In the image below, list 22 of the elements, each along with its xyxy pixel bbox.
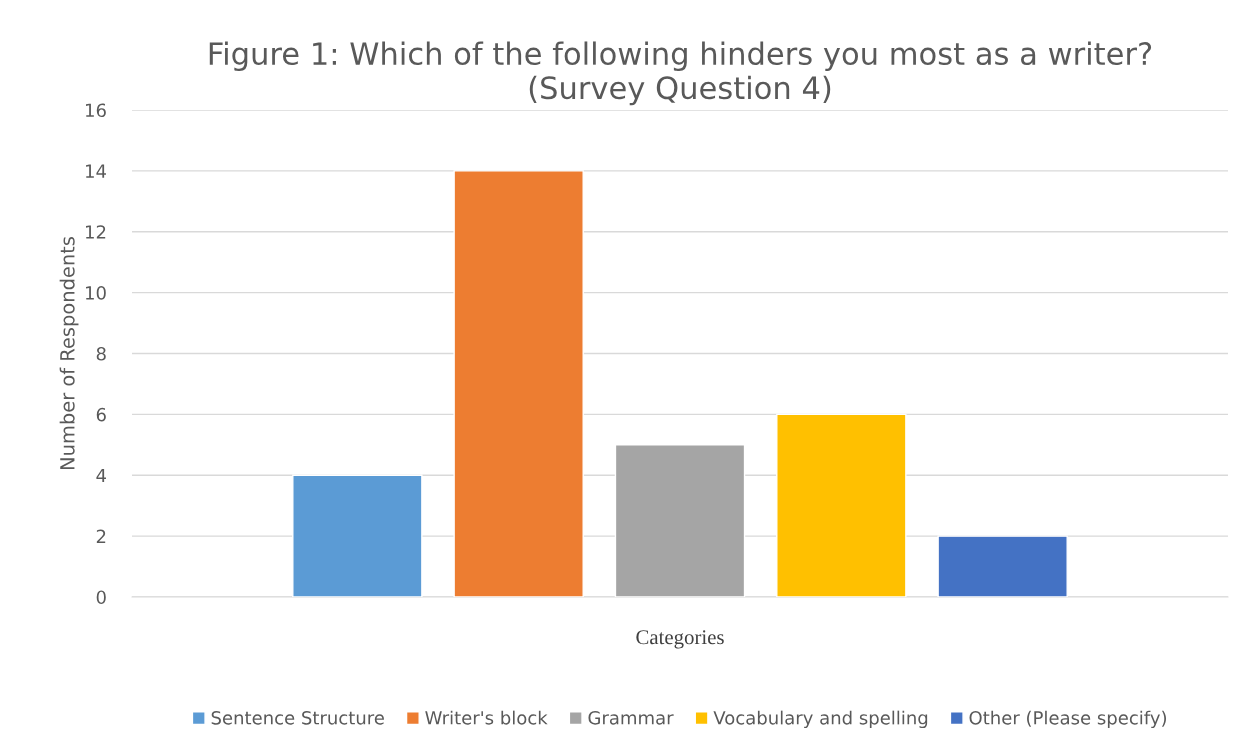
y-tick-label: 2 — [96, 529, 106, 543]
y-tick-label: 16 — [86, 103, 106, 118]
legend-label: Sentence Structure — [211, 710, 384, 725]
y-tick-label: 6 — [96, 407, 106, 422]
bar — [292, 474, 423, 597]
y-tick-label: 12 — [86, 225, 106, 239]
y-axis-title: Number of Respondents — [59, 237, 79, 470]
bar — [614, 444, 746, 597]
legend-label: Grammar — [588, 710, 674, 725]
y-tick-label: 10 — [86, 286, 106, 300]
y-tick-label: 8 — [96, 346, 106, 361]
y-tick-label: 0 — [96, 590, 106, 605]
bar — [453, 170, 584, 597]
bar — [937, 535, 1068, 597]
chart-title: Figure 1: Which of the following hinders you most as a writer? (Survey Question 4) — [209, 41, 1152, 106]
legend-label: Vocabulary and spelling — [713, 710, 928, 729]
legend-label: Other (Please specify) — [969, 710, 1167, 729]
legend-label: Writer's block — [425, 710, 548, 725]
bar — [776, 413, 907, 597]
x-axis-title: Categories — [636, 630, 724, 649]
y-tick-label: 4 — [96, 468, 106, 483]
y-tick-label: 14 — [86, 164, 106, 178]
